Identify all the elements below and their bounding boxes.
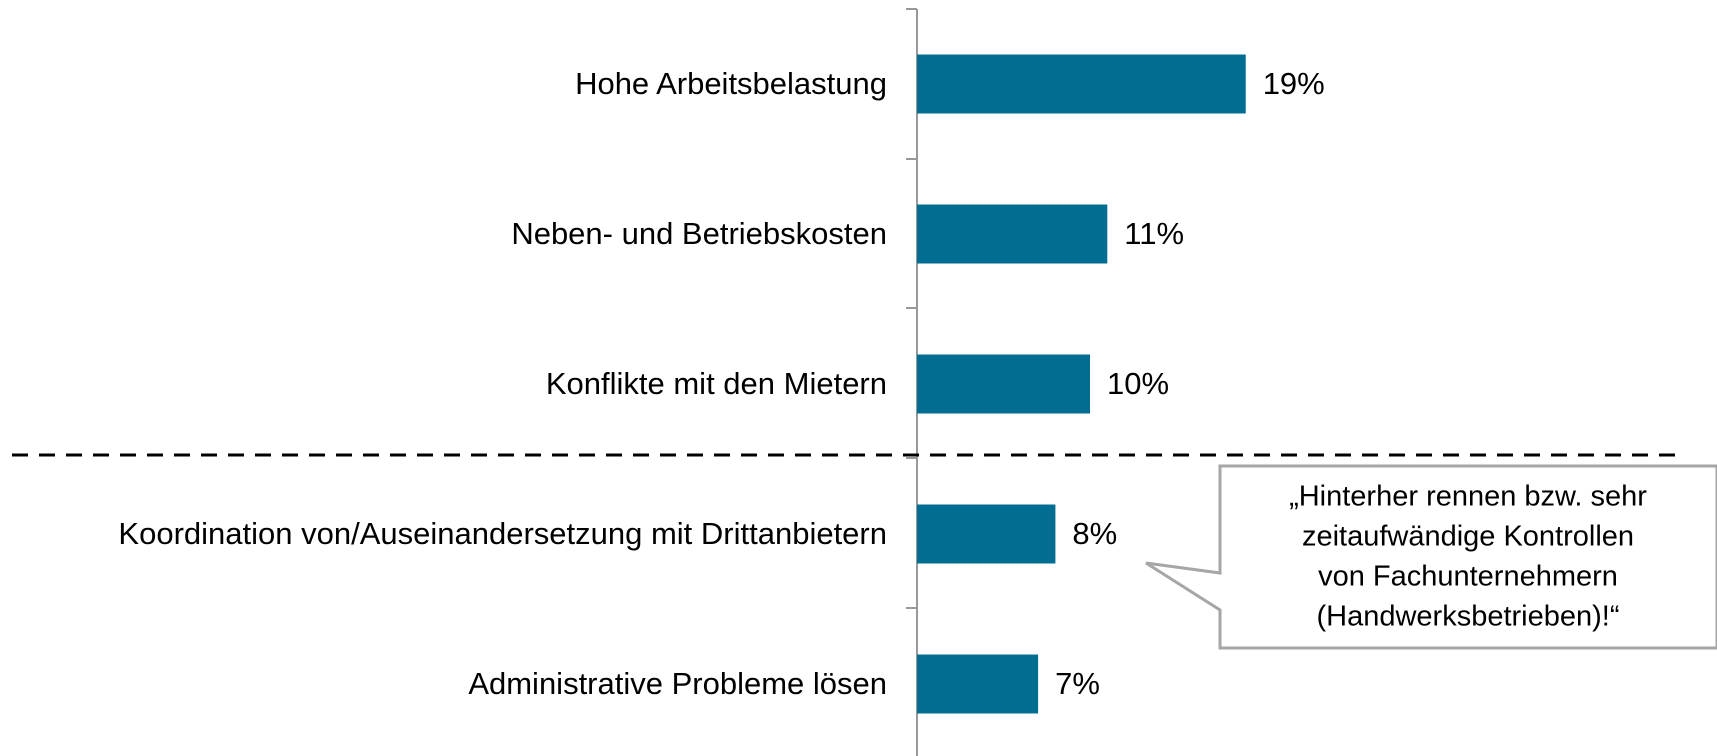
value-label: 10% [1107, 366, 1169, 401]
callout-box [1145, 464, 1717, 650]
callout-text: (Handwerksbetrieben)!“ [1316, 601, 1619, 633]
callout-text: von Fachunternehmern [1318, 561, 1618, 593]
category-label: Koordination von/Auseinandersetzung mit … [118, 516, 887, 551]
category-label: Neben- und Betriebskosten [511, 216, 887, 251]
bar [917, 654, 1039, 714]
axis-ticks [906, 8, 917, 609]
category-label: Konflikte mit den Mietern [546, 366, 887, 401]
value-label: 7% [1055, 666, 1100, 701]
bar [917, 504, 1056, 564]
bar [917, 354, 1090, 414]
bar [917, 54, 1246, 114]
bar [917, 204, 1108, 264]
category-label: Administrative Probleme lösen [468, 666, 887, 701]
value-label: 11% [1124, 216, 1184, 251]
value-label: 19% [1263, 66, 1325, 101]
callout-text: „Hinterher rennen bzw. sehr [1289, 481, 1647, 513]
callout-text: zeitaufwändige Kontrollen [1302, 521, 1634, 553]
value-label: 8% [1072, 516, 1117, 551]
category-label: Hohe Arbeitsbelastung [575, 66, 887, 101]
